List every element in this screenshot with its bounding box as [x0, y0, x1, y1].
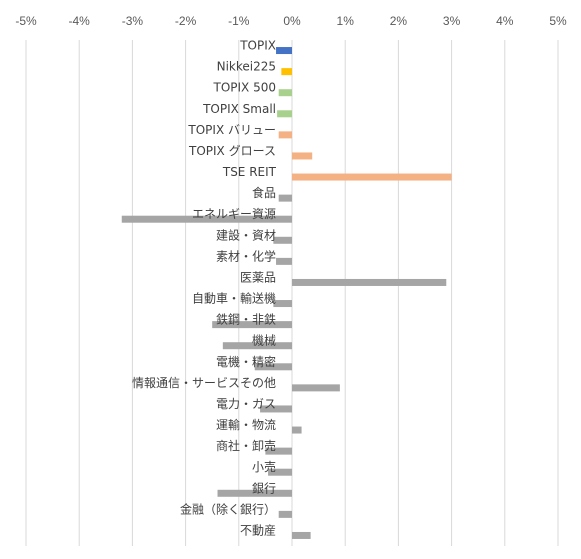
category-labels: TOPIX Nikkei225 TOPIX 500 TOPIX Small TOPIX … [132, 39, 277, 538]
bar [278, 89, 292, 97]
x-tick-label: 2% [390, 14, 408, 28]
bar [121, 215, 292, 223]
bar [276, 257, 292, 265]
category-label: 機械 [252, 333, 276, 348]
bar [278, 131, 292, 139]
bar [292, 531, 311, 539]
x-tick-label: -2% [175, 14, 197, 28]
category-label: TOPIX バリュー [187, 123, 276, 137]
bar [292, 152, 313, 160]
category-label: 建設・資材 [216, 227, 276, 242]
bar [278, 510, 292, 518]
bar [277, 110, 292, 118]
x-tick-label: 1% [337, 14, 355, 28]
bar [268, 468, 292, 476]
category-label: TOPIX グロース [188, 144, 276, 158]
category-label: TSE REIT [222, 165, 277, 179]
category-label: 自動車・輸送機 [192, 291, 276, 306]
bar [222, 342, 292, 350]
category-label: 商社・卸売 [216, 438, 276, 453]
bar [292, 384, 340, 392]
category-label: TOPIX [239, 39, 276, 53]
category-label: 食品 [252, 185, 276, 200]
bar [217, 489, 292, 497]
gridlines [25, 40, 559, 546]
bar [292, 278, 447, 286]
category-label: 金融（除く銀行） [180, 501, 276, 516]
category-label: 素材・化学 [216, 248, 276, 263]
category-label: TOPIX Small [202, 102, 276, 116]
x-axis-tick-labels: -5% -4% -3% -2% -1% 0% 1% 2% 3% 4% 5% [15, 14, 567, 28]
bar [265, 447, 292, 455]
category-label: 不動産 [240, 522, 276, 537]
bar [292, 426, 302, 434]
x-tick-label: -3% [122, 14, 144, 28]
category-label: エネルギー資源 [192, 207, 276, 221]
category-label: 電機・精密 [216, 354, 276, 369]
category-label: 電力・ガス [216, 397, 276, 411]
x-tick-label: 5% [549, 14, 567, 28]
category-label: TOPIX 500 [213, 81, 277, 95]
category-label: 鉄鋼・非鉄 [216, 312, 276, 327]
category-label: 銀行 [252, 481, 276, 495]
category-label: Nikkei225 [217, 60, 276, 74]
bar [212, 321, 292, 329]
x-tick-label: -1% [228, 14, 250, 28]
bar [254, 363, 292, 371]
x-tick-label: -5% [15, 14, 37, 28]
bars [121, 47, 452, 539]
bar [273, 300, 292, 308]
x-tick-label: -4% [69, 14, 91, 28]
bar [276, 47, 292, 55]
category-label: 医薬品 [240, 270, 276, 284]
category-label: 運輸・物流 [216, 417, 276, 432]
bar [278, 194, 292, 202]
category-label: 小売 [252, 459, 276, 474]
x-tick-label: 3% [443, 14, 461, 28]
bar [281, 68, 292, 76]
bar [260, 405, 292, 413]
x-tick-label: 4% [496, 14, 514, 28]
x-tick-label: 0% [283, 14, 301, 28]
category-label: 情報通信・サービスその他 [132, 376, 276, 390]
bar [292, 173, 452, 181]
bar [273, 236, 292, 244]
